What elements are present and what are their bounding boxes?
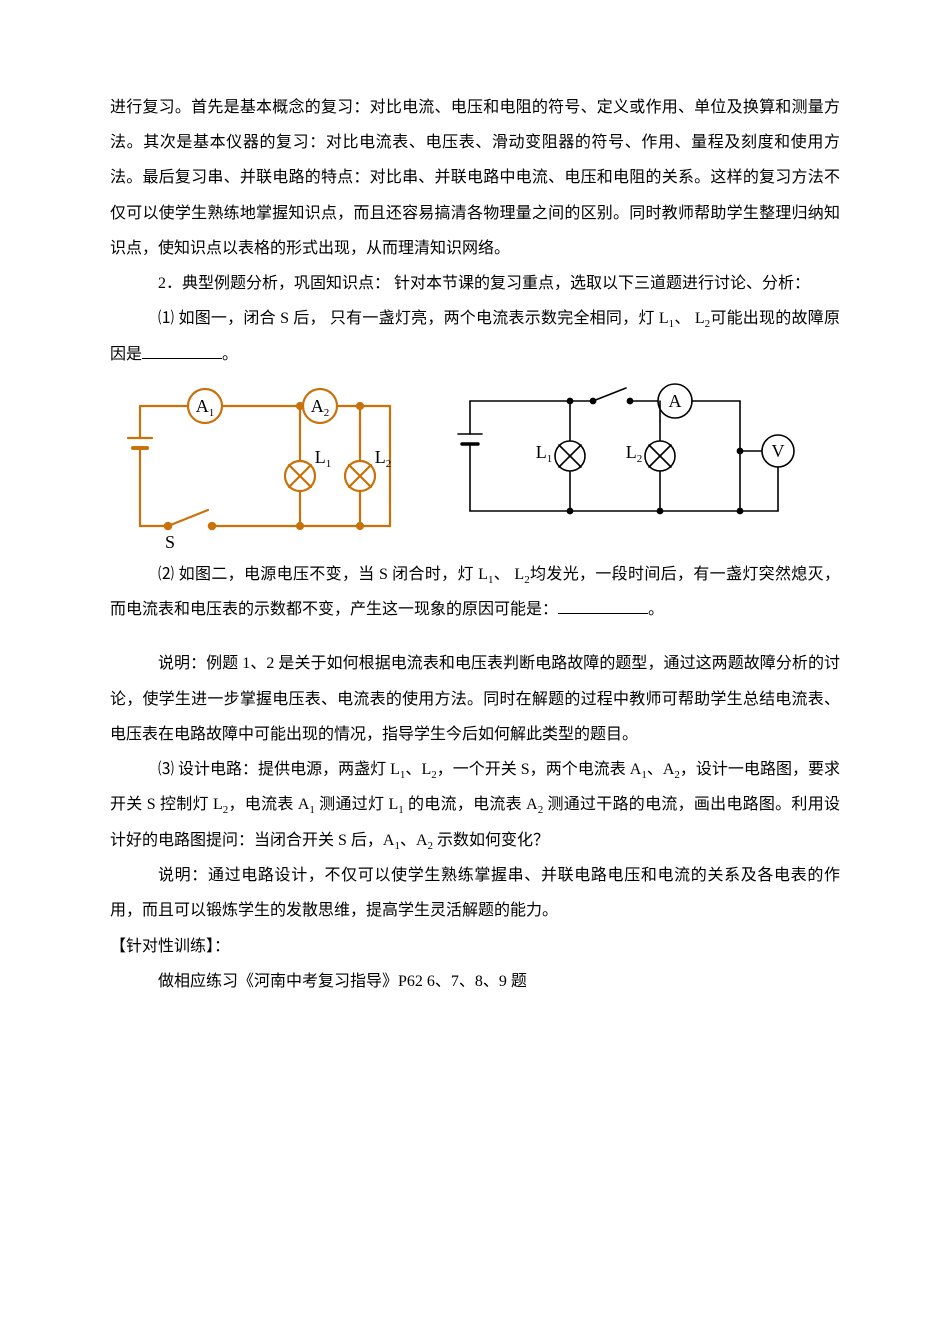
q1-blank <box>142 342 222 359</box>
training-heading: 【针对性训练】： <box>110 929 840 964</box>
explain-1-2: 说明：例题 1、2 是关于如何根据电流表和电压表判断电路故障的题型，通过这两题故… <box>110 646 840 752</box>
figure-2: A V L1 L2 <box>440 376 800 536</box>
q3-a: ⑶ 设计电路：提供电源，两盏灯 L <box>158 761 400 778</box>
q3-b: 、L <box>405 761 431 778</box>
figure-row: A1 A2 L1 L2 S <box>110 376 840 551</box>
training-body: 做相应练习《河南中考复习指导》P62 6、7、8、9 题 <box>110 964 840 999</box>
fig2-L2-label: L2 <box>626 442 643 465</box>
q3-d: 、A <box>647 761 675 778</box>
explain-3: 说明：通过电路设计，不仅可以使学生熟练掌握串、并联电路电压和电流的关系及各电表的… <box>110 858 840 928</box>
fig2-L1-label: L1 <box>536 442 553 465</box>
figure-1: A1 A2 L1 L2 S <box>110 376 420 551</box>
question-1: ⑴ 如图一，闭合 S 后， 只有一盏灯亮，两个电流表示数完全相同，灯 L1、 L… <box>110 301 840 372</box>
question-2: ⑵ 如图二，电源电压不变，当 S 闭合时，灯 L1、 L2均发光，一段时间后，有… <box>110 557 840 628</box>
fig2-A-label: A <box>669 391 682 411</box>
q2-blank <box>558 597 648 614</box>
q1-text-a: ⑴ 如图一，闭合 S 后， 只有一盏灯亮，两个电流表示数完全相同，灯 L <box>158 310 669 327</box>
fig2-V-label: V <box>772 441 785 461</box>
q3-c: ，一个开关 S，两个电流表 A <box>437 761 642 778</box>
q3-g: 测通过灯 L <box>315 796 398 813</box>
question-3: ⑶ 设计电路：提供电源，两盏灯 L1、L2，一个开关 S，两个电流表 A1、A2… <box>110 752 840 858</box>
spacer <box>110 627 840 646</box>
q2-a: ⑵ 如图二，电源电压不变，当 S 闭合时，灯 L <box>158 566 488 583</box>
q1-end: 。 <box>222 346 238 363</box>
q3-f: ，电流表 A <box>228 796 309 813</box>
fig1-S-label: S <box>165 532 175 551</box>
q2-end: 。 <box>648 601 664 618</box>
section-2-heading: 2．典型例题分析，巩固知识点： 针对本节课的复习重点，选取以下三道题进行讨论、分… <box>110 266 840 301</box>
q3-j: 、A <box>400 832 428 849</box>
q3-k: 示数如何变化？ <box>433 832 549 849</box>
q2-b: 、 L <box>493 566 524 583</box>
q1-text-b: 、 L <box>674 310 704 327</box>
q3-h: 的电流，电流表 A <box>404 796 538 813</box>
intro-paragraph: 进行复习。首先是基本概念的复习：对比电流、电压和电阻的符号、定义或作用、单位及换… <box>110 90 840 266</box>
